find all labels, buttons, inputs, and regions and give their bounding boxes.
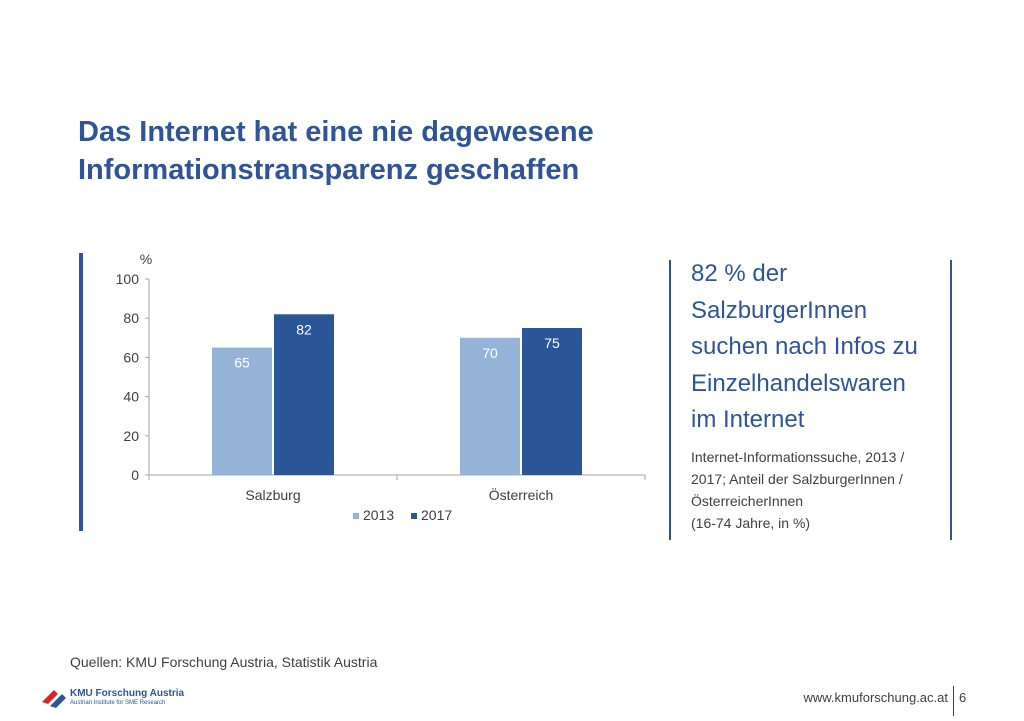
logo-title: KMU Forschung Austria [70,688,185,699]
source-note: Quellen: KMU Forschung Austria, Statisti… [70,654,378,670]
legend-swatch [353,513,359,519]
legend-label: 2013 [363,507,394,523]
x-category-label: Salzburg [245,487,300,503]
y-tick-label: 100 [116,271,140,287]
logo-subtitle: Austrian Institute for SME Research [70,700,166,706]
logo-mark-icon [42,690,66,708]
y-tick-label: 20 [123,428,139,444]
title-line-1: Das Internet hat eine nie dagewesene [78,116,594,148]
bar-value-label: 75 [544,335,560,351]
callout-sub-line: Internet-Informationssuche, 2013 / [691,449,905,465]
bar-chart: 0 20 40 60 80 100% 65 82 Salzburg 70 75 Österreich 2… [116,251,646,523]
legend-label: 2017 [421,507,452,523]
callout-sub-line: ÖsterreicherInnen [691,493,804,509]
callout-line: SalzburgerInnen [691,296,868,324]
callout-headline: 82 % der SalzburgerInnen suchen nach Inf… [691,256,941,439]
footer-url[interactable]: www.kmuforschung.ac.at [803,690,948,705]
y-tick-label: 0 [131,467,139,483]
bar-value-label: 70 [482,345,498,361]
kmu-logo: KMU Forschung Austria Austrian Institute… [40,684,184,712]
title-line-2: Informationstransparenz geschaffen [78,154,580,186]
y-axis-unit-label: % [140,251,152,267]
callout-description: Internet-Informationssuche, 2013 / 2017;… [691,446,941,534]
bar-2017 [522,328,582,475]
footer-divider [953,686,954,716]
bar-value-label: 65 [234,355,250,371]
callout-line: suchen nach Infos zu [691,333,918,360]
page-number: 6 [959,690,967,705]
callout-line: 82 % der [691,260,788,287]
callout-sub-line: (16-74 Jahre, in %) [691,515,811,531]
y-tick-label: 60 [123,349,139,365]
bar-value-label: 82 [296,321,312,337]
y-tick-label: 40 [123,389,139,405]
bar-2013 [212,347,272,475]
callout-left-divider [669,260,671,540]
bar-2017 [274,314,334,475]
callout-line: im Internet [691,406,805,433]
x-category-label: Österreich [489,486,554,503]
callout-right-divider [950,260,952,540]
left-accent-bar [79,253,83,531]
callout-sub-line: 2017; Anteil der SalzburgerInnen / [691,471,903,487]
callout-line: Einzelhandelswaren [691,369,906,397]
bar-2013 [460,337,520,475]
legend-swatch [411,513,417,519]
page-title: Das Internet hat eine nie dagewesene Inf… [78,113,594,189]
y-tick-label: 80 [123,310,139,326]
